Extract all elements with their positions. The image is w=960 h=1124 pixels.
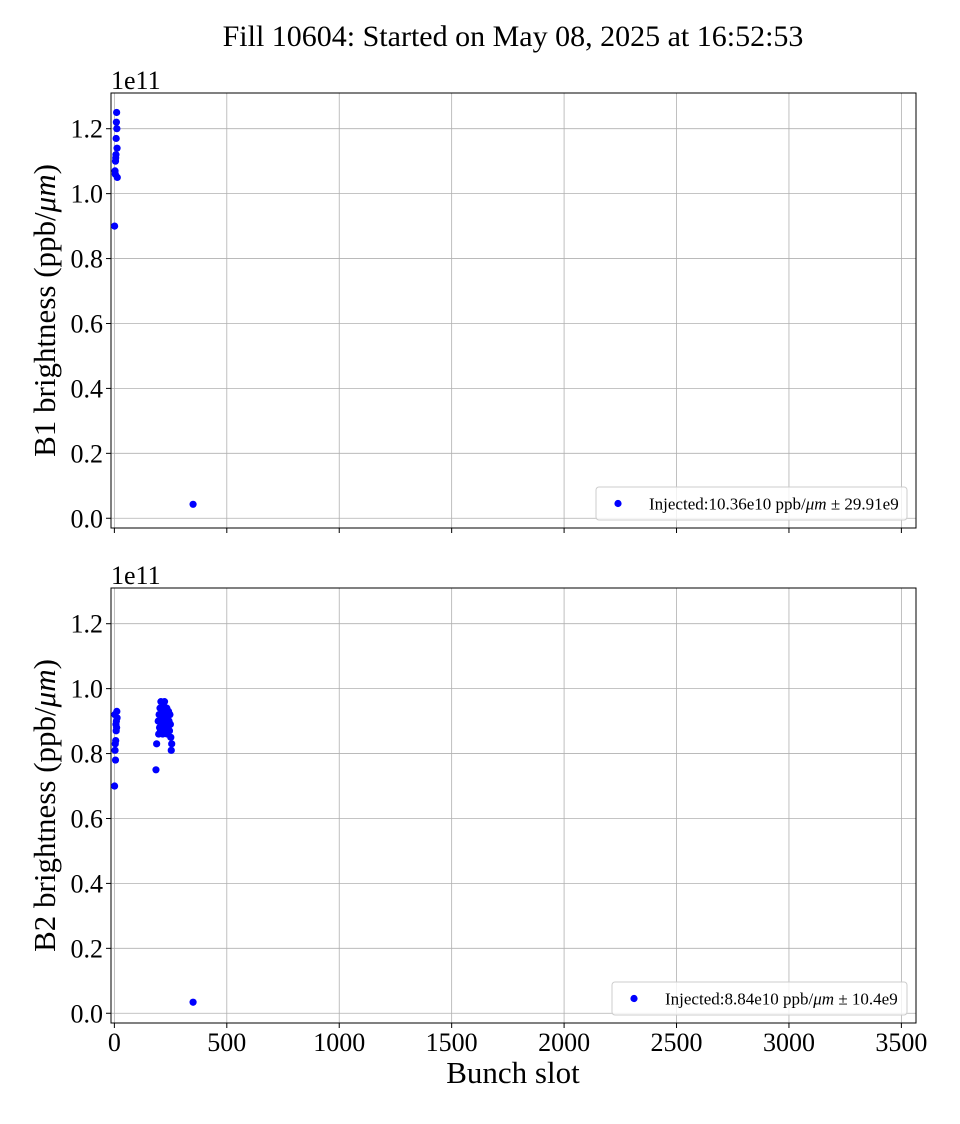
panel-1-y-tick-label: 1.2 (71, 115, 104, 144)
figure-title: Fill 10604: Started on May 08, 2025 at 1… (222, 20, 804, 53)
panel-1-data-point (112, 118, 120, 126)
panel-2-data-point (113, 723, 121, 732)
panel-1-data-point (113, 173, 121, 182)
panel-2-legend-marker (630, 994, 638, 1003)
panel-2-data-point (153, 740, 161, 748)
panel-1-data-point (113, 125, 121, 133)
panel-1-data-point (112, 134, 120, 143)
panel-2-data-point (167, 746, 175, 754)
panel-2-data-point (110, 782, 119, 790)
panel-2-x-tick-label: 3000 (763, 1028, 815, 1057)
panel-1-y-tick-label: 0.6 (71, 309, 104, 338)
panel-2-data-point (112, 736, 120, 745)
panel-2-data-point (152, 766, 160, 774)
panel-1-data-point (189, 500, 197, 508)
panel-2-y-tick-label: 1.0 (71, 675, 104, 704)
panel-2-x-tick-label: 500 (207, 1028, 246, 1057)
panel-1-y-tick-label: 0.4 (71, 374, 104, 403)
panel-1-legend-box (595, 486, 908, 521)
panel-2-legend-label: Injected:8.84e10 ppb/μm ± 10.4e9 (665, 990, 898, 1009)
panel-1-y-tick-label: 1.0 (71, 180, 104, 209)
panel-1-legend-label: Injected:10.36e10 ppb/μm ± 29.91e9 (649, 495, 899, 514)
panel-2-data-point (111, 756, 120, 764)
x-axis-label: Bunch slot (446, 1055, 580, 1090)
panel-2-data-point (166, 711, 174, 719)
panel-1-data-point (110, 222, 119, 230)
panel-1-axes-frame (110, 92, 917, 529)
panel-2-data-point (166, 720, 174, 728)
panel-2-x-tick-label: 0 (108, 1028, 121, 1057)
panel-2-data-point (113, 707, 121, 715)
panel-2-x-tick-label: 2500 (651, 1028, 703, 1057)
panel-2-data-point (189, 998, 197, 1006)
panel-1-legend-marker (614, 499, 622, 508)
panel-2-data-point (165, 727, 174, 735)
panel-1-data-point (113, 144, 121, 152)
panel-2-x-tick-label: 1000 (313, 1028, 365, 1057)
panel-2-y-tick-label: 0.6 (71, 804, 104, 833)
panel-1-data-point (113, 108, 121, 117)
panel-2-data-point (111, 746, 119, 754)
panel-1-y-axis-label: B1 brightness (ppb/μm) (27, 164, 62, 457)
panel-2-x-tick-label: 3500 (875, 1028, 927, 1057)
panel-1-data-point (112, 151, 120, 159)
panel-2-x-tick-label: 2000 (538, 1028, 590, 1057)
panel-1-y-tick-label: 0.2 (71, 439, 104, 468)
panel-2-axes-frame (110, 587, 917, 1024)
panel-2-y-tick-label: 0.8 (71, 740, 104, 769)
panel-1-offset-label: 1e11 (111, 66, 161, 95)
panel-2-legend-box (611, 981, 908, 1016)
panel-2-data-point (113, 714, 121, 722)
panel-2-data-point (168, 740, 176, 748)
panel-2-y-tick-label: 1.2 (71, 610, 104, 639)
panel-1-y-tick-label: 0.0 (71, 504, 104, 533)
panel-2-y-tick-label: 0.2 (71, 934, 104, 963)
panel-1-y-tick-label: 0.8 (71, 245, 104, 274)
panel-2-data-point (160, 698, 169, 706)
panel-2-x-tick-label: 1500 (426, 1028, 478, 1057)
panel-2-data-point (167, 733, 175, 741)
panel-2-offset-label: 1e11 (111, 561, 161, 590)
panel-2-y-tick-label: 0.4 (71, 869, 104, 898)
panel-2-y-tick-label: 0.0 (71, 999, 104, 1028)
panel-2-y-axis-label: B2 brightness (ppb/μm) (27, 659, 62, 952)
